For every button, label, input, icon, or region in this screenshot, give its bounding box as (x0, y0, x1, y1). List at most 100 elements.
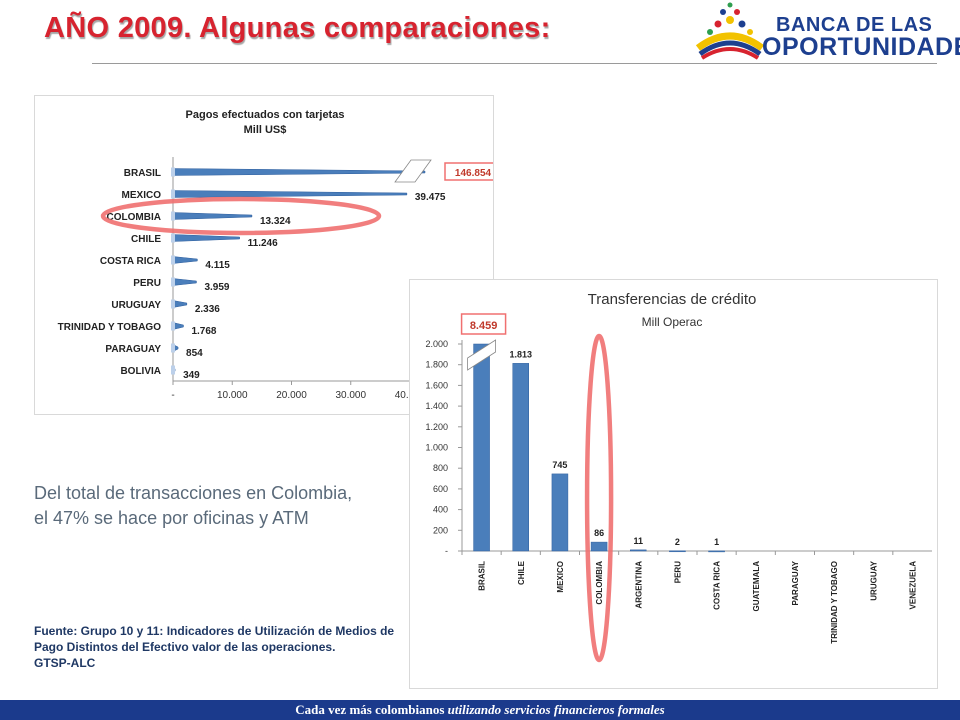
footer-italic-text: utilizando servicios financieros formale… (447, 702, 665, 717)
source-org: GTSP-ALC (34, 656, 96, 670)
chart1-category-label: PERU (133, 278, 161, 289)
chart2-category-label: CHILE (517, 560, 526, 585)
source-note: Fuente: Grupo 10 y 11: Indicadores de Ut… (34, 623, 404, 671)
logo-text-line2: OPORTUNIDADES (762, 33, 960, 61)
chart2-bar-costa-rica (708, 550, 725, 553)
chart2-category-label: TRINIDAD Y TOBAGO (830, 561, 839, 644)
credit-transfers-chart: Transferencias de crédito Mill Operac - 2… (409, 279, 938, 689)
chart1-data-label: 1.768 (191, 326, 216, 337)
chart1-bar-costa-rica (172, 256, 198, 264)
chart2-data-label: 1.813 (509, 349, 532, 359)
chart2-category-label: ARGENTINA (634, 561, 643, 609)
chart2-y-tick-label: 1.200 (425, 422, 448, 432)
chart2-y-tick-label: 200 (433, 525, 448, 535)
source-text: Fuente: Grupo 10 y 11: Indicadores de Ut… (34, 624, 395, 654)
chart1-x-tick-label: 30.000 (335, 390, 366, 401)
chart1-bar-base (171, 343, 175, 353)
chart2-category-label: COSTA RICA (713, 561, 722, 610)
chart1-subtitle: Mill US$ (244, 124, 287, 136)
chart1-category-label: TRINIDAD Y TOBAGO (58, 322, 162, 333)
chart1-bar-colombia (172, 212, 253, 220)
chart2-y-tick-label: 1.000 (425, 443, 448, 453)
title-divider (92, 63, 937, 64)
credit-transfers-chart-svg: Transferencias de crédito Mill Operac - 2… (425, 291, 932, 663)
chart2-data-label: 86 (594, 528, 604, 538)
chart2-category-label: MEXICO (556, 561, 565, 593)
chart2-category-label: PARAGUAY (791, 560, 800, 605)
chart2-axis-break (467, 339, 496, 371)
chart2-category-label: URUGUAY (869, 560, 878, 600)
chart1-x-tick-label: 10.000 (217, 390, 248, 401)
chart2-data-label: 745 (552, 460, 567, 470)
chart1-category-label: COLOMBIA (107, 212, 161, 223)
chart2-category-label: VENEZUELA (908, 561, 917, 610)
chart2-bar-argentina (630, 549, 647, 552)
chart2-data-label: 2 (675, 537, 680, 547)
chart2-bar-mexico (551, 473, 569, 552)
chart1-x-tick-label: 20.000 (276, 390, 307, 401)
chart1-x-tick-label: - (171, 390, 174, 401)
chart2-y-tick-label: 2.000 (425, 339, 448, 349)
colombia-note: Del total de transacciones en Colombia, … (34, 483, 353, 528)
chart1-category-label: COSTA RICA (100, 256, 161, 267)
chart1-data-label: 39.475 (415, 192, 446, 203)
chart2-y-tick-label: 600 (433, 484, 448, 494)
chart1-bar-peru (172, 278, 197, 286)
card-payments-chart-svg: Pagos efectuados con tarjetas Mill US$ -… (58, 109, 502, 401)
chart2-bar-peru (669, 550, 686, 553)
chart2-title: Transferencias de crédito (588, 291, 757, 308)
chart1-category-label: CHILE (131, 234, 161, 245)
chart2-highlight-ellipse (584, 333, 614, 663)
chart1-bar-uruguay (172, 300, 188, 308)
chart1-data-label: 2.336 (195, 304, 220, 315)
chart1-title: Pagos efectuados con tarjetas (186, 109, 345, 121)
logo-text-line1: BANCA DE LAS (776, 14, 933, 36)
chart2-category-label: PERU (673, 561, 682, 583)
chart2-bar-brasil (473, 343, 490, 552)
chart2-subtitle: Mill Operac (642, 315, 703, 329)
chart1-bar-base (171, 211, 175, 221)
chart1-data-label: 349 (183, 370, 200, 381)
chart1-bar-base (171, 277, 175, 287)
logo-emblem-icon (695, 2, 765, 60)
chart1-bar-base (171, 299, 175, 309)
chart1-category-label: URUGUAY (111, 300, 161, 311)
chart1-data-label: 13.324 (260, 216, 291, 227)
chart1-category-label: MEXICO (122, 190, 162, 201)
chart2-y-tick-label: 1.400 (425, 401, 448, 411)
chart1-axis-break (394, 159, 432, 183)
chart1-data-label: 4.115 (205, 260, 230, 271)
chart1-highlight-ellipse (100, 196, 382, 236)
chart1-bar-brasil (172, 168, 426, 176)
chart2-y-tick-label: 1.600 (425, 380, 448, 390)
chart2-data-label: 11 (633, 536, 643, 546)
footer-banner: Cada vez más colombianos utilizando serv… (0, 700, 960, 720)
chart2-data-label: 8.459 (470, 320, 498, 332)
chart1-bar-base (171, 255, 175, 265)
chart1-bar-base (171, 365, 175, 375)
footer-text: Cada vez más colombianos (295, 702, 445, 717)
chart1-data-label: 11.246 (248, 238, 278, 249)
chart2-y-tick-label: 800 (433, 463, 448, 473)
chart2-callout-box (460, 313, 507, 335)
brand-logo: BANCA DE LAS OPORTUNIDADES (690, 0, 960, 61)
chart1-bar-mexico (172, 190, 408, 198)
chart1-category-label: BRASIL (124, 168, 161, 179)
chart1-category-label: BOLIVIA (120, 366, 161, 377)
chart2-category-label: BRASIL (478, 561, 487, 591)
chart1-data-label: 3.959 (204, 282, 229, 293)
chart2-bar-colombia (590, 541, 608, 552)
chart2-y-tick-label: 1.800 (425, 360, 448, 370)
chart1-bar-base (171, 321, 175, 331)
chart2-data-label: 1 (714, 537, 719, 547)
chart2-bar-chile (512, 363, 529, 552)
chart2-y-tick-label: 400 (433, 505, 448, 515)
chart1-category-label: PARAGUAY (105, 344, 161, 355)
chart1-bar-chile (172, 234, 240, 242)
chart1-bar-base (171, 233, 175, 243)
chart2-category-label: GUATEMALA (752, 561, 761, 612)
page-title: AÑO 2009. Algunas comparaciones: (44, 12, 551, 44)
chart1-bar-base (171, 189, 175, 199)
chart1-bar-base (171, 167, 175, 177)
chart1-data-label: 854 (186, 348, 203, 359)
